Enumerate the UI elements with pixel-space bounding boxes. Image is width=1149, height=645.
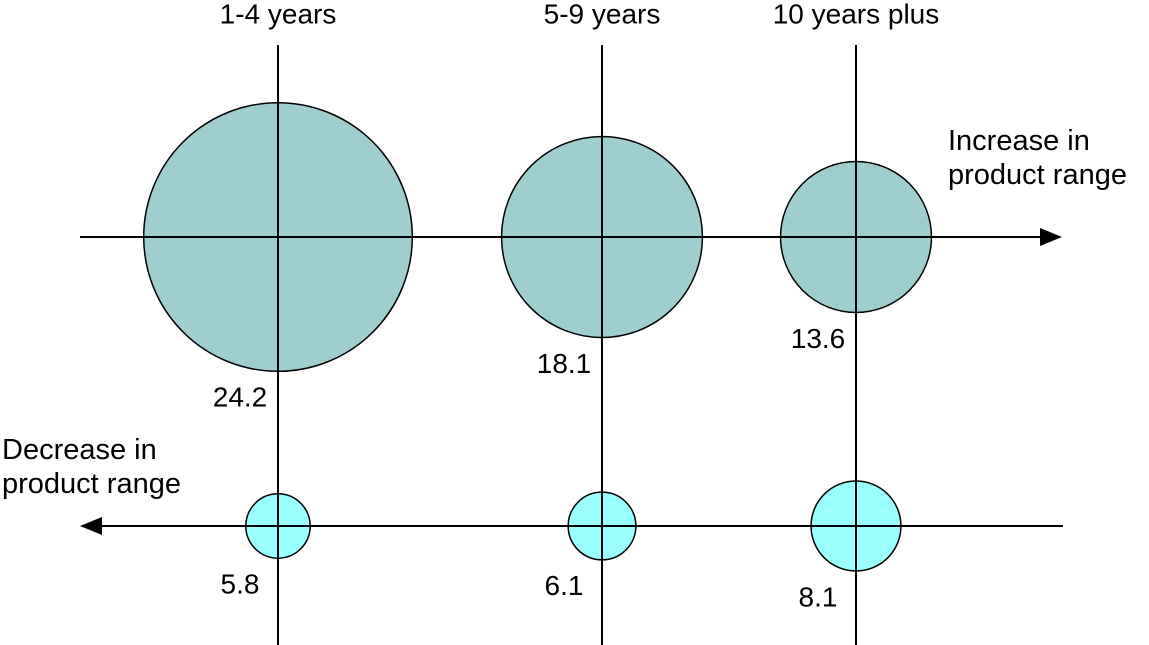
column-label: 10 years plus (773, 0, 940, 29)
column-label: 1-4 years (220, 0, 337, 29)
increase-label: Increase in product range (948, 125, 1127, 191)
value-label: 5.8 (221, 569, 260, 600)
value-label: 18.1 (537, 348, 592, 379)
value-label: 13.6 (791, 323, 846, 354)
value-label: 8.1 (799, 581, 838, 612)
value-label: 24.2 (213, 382, 268, 413)
column-label: 5-9 years (544, 0, 661, 29)
decrease-label: Decrease in product range (2, 434, 181, 500)
value-label: 6.1 (545, 570, 584, 601)
